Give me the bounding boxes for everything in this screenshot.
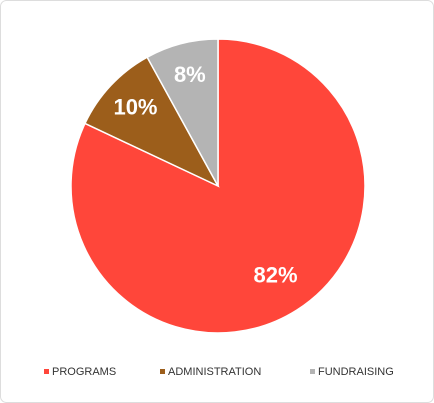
legend-label: FUNDRAISING xyxy=(318,366,394,378)
pie-slice xyxy=(83,56,220,188)
legend-marker xyxy=(160,369,165,374)
pie-slice xyxy=(146,38,219,187)
value-label: 82% xyxy=(253,262,297,287)
value-label: 10% xyxy=(113,94,157,119)
value-label: 8% xyxy=(174,62,206,87)
legend-label: PROGRAMS xyxy=(52,366,116,378)
legend-marker xyxy=(310,369,315,374)
legend-label: ADMINISTRATION xyxy=(168,366,261,378)
legend-marker xyxy=(44,369,49,374)
